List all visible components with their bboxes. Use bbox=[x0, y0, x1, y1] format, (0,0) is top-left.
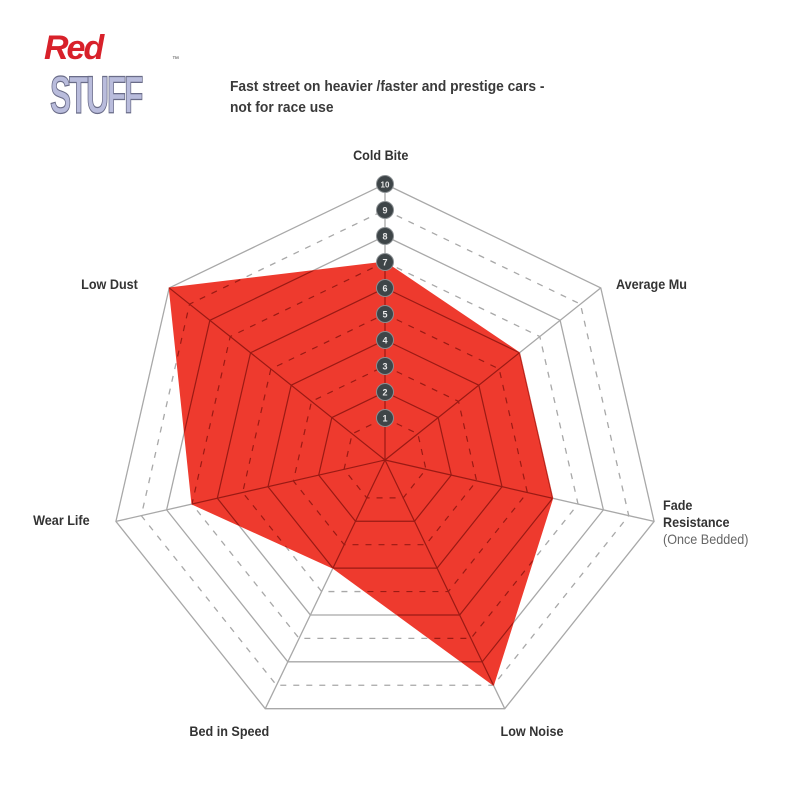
grid-ring-10 bbox=[115, 183, 655, 710]
scale-marker-5 bbox=[376, 305, 394, 323]
logo-stuff-text: STUFF bbox=[50, 66, 144, 126]
description-line-2: not for race use bbox=[230, 99, 334, 116]
axis-label-wear-life: Wear Life bbox=[33, 512, 90, 528]
scale-marker-9 bbox=[376, 201, 394, 219]
scale-marker-label-4: 4 bbox=[382, 336, 387, 346]
logo-red-text: Red bbox=[44, 29, 104, 67]
scale-marker-label-8: 8 bbox=[382, 232, 387, 242]
scale-marker-8 bbox=[376, 227, 394, 245]
axis-label-low-dust: Low Dust bbox=[81, 276, 138, 292]
logo-trademark: ™ bbox=[172, 56, 179, 63]
scale-marker-1 bbox=[376, 409, 394, 427]
scale-marker-7 bbox=[376, 253, 394, 271]
axis-line-over-fill-1 bbox=[384, 287, 553, 461]
grid-ring-over-fill-5 bbox=[242, 313, 528, 593]
scale-marker-label-7: 7 bbox=[382, 258, 387, 268]
grid-ring-over-fill-2 bbox=[318, 391, 452, 522]
scale-marker-2 bbox=[376, 383, 394, 401]
axis-label-fade-resistance: Fade Resistance bbox=[663, 497, 730, 530]
axis-label-bed-in-speed: Bed in Speed bbox=[189, 723, 270, 739]
axis-line-over-fill-2 bbox=[384, 459, 553, 523]
grid-ring-over-fill-4 bbox=[267, 339, 503, 569]
scale-marker-6 bbox=[376, 279, 394, 297]
axis-label-average-mu: Average Mu bbox=[615, 276, 687, 292]
scale-marker-10 bbox=[376, 175, 394, 193]
description: Fast street on heavier /faster and prest… bbox=[230, 76, 544, 118]
description-line-1: Fast street on heavier /faster and prest… bbox=[230, 78, 545, 95]
data-area bbox=[168, 261, 554, 687]
grid-ring-over-fill-1 bbox=[343, 417, 427, 499]
axis-line-over-fill-3 bbox=[384, 459, 506, 686]
grid-ring-over-fill-3 bbox=[292, 365, 478, 546]
scale-marker-label-5: 5 bbox=[382, 310, 387, 320]
scale-marker-label-2: 2 bbox=[382, 388, 387, 398]
axis-line-over-fill-6 bbox=[169, 287, 386, 461]
axis-line-over-fill-5 bbox=[169, 459, 386, 523]
axis-label-cold-bite: Cold Bite bbox=[353, 147, 409, 163]
scale-marker-label-6: 6 bbox=[382, 284, 387, 294]
fade-label-sub: (Once Bedded) bbox=[663, 531, 749, 547]
scale-marker-4 bbox=[376, 331, 394, 349]
scale-marker-label-1: 1 bbox=[382, 414, 387, 424]
axis-label-fade-resistance-group: Fade Resistance (Once Bedded) bbox=[663, 497, 748, 548]
scale-marker-label-9: 9 bbox=[382, 206, 387, 216]
scale-marker-3 bbox=[376, 357, 394, 375]
scale-marker-label-10: 10 bbox=[381, 181, 390, 190]
axis-label-low-noise: Low Noise bbox=[500, 723, 564, 739]
scale-marker-label-3: 3 bbox=[382, 362, 387, 372]
grid-ring-over-fill-9 bbox=[169, 262, 553, 686]
